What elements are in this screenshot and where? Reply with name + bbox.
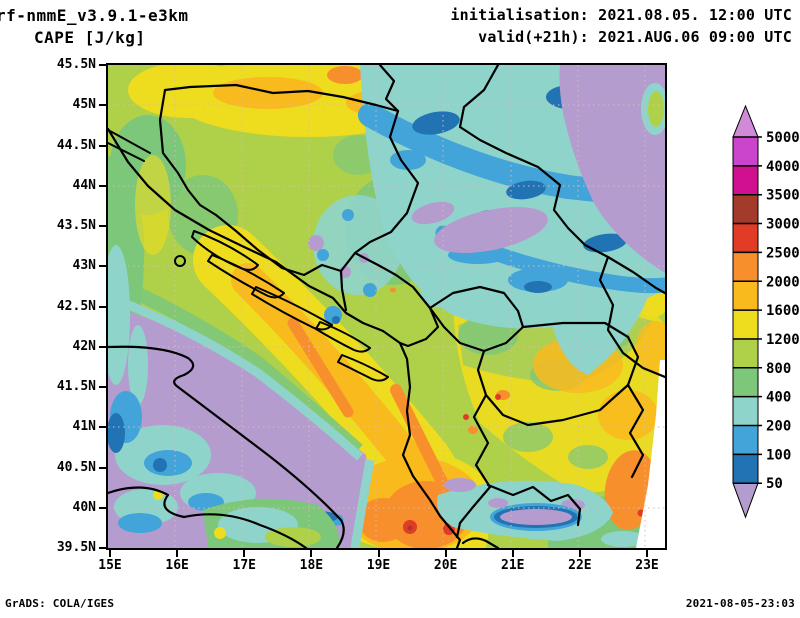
lon-label: 19E <box>366 558 391 573</box>
lon-tick <box>444 550 447 557</box>
colorbar-tick-label: 4000 <box>766 159 800 175</box>
lat-label: 42.5N <box>56 298 96 314</box>
lon-label: 15E <box>98 558 122 573</box>
lon-label: 21E <box>501 558 525 573</box>
colorbar-segment <box>732 453 759 484</box>
colorbar-tick-label: 3000 <box>766 217 800 233</box>
lat-label: 41.5N <box>56 379 96 394</box>
lat-tick <box>99 386 107 388</box>
valid-time-label: valid(+21h): 2021.AUG.06 09:00 UTC <box>478 28 792 46</box>
colorbar-tick-label: 100 <box>766 447 791 463</box>
gridlines <box>108 65 665 548</box>
greek-coast-tip <box>461 537 500 548</box>
lat-label: 44.5N <box>56 137 96 153</box>
lat-label: 40N <box>72 499 96 515</box>
adriatic-islands <box>108 130 389 382</box>
colorbar-above-max-arrow <box>732 104 759 138</box>
no-data-strip <box>636 360 665 548</box>
lat-tick <box>99 184 107 187</box>
lat-label: 39.5N <box>56 540 96 555</box>
colorbar-tick-label: 800 <box>766 361 791 377</box>
lat-tick <box>99 426 107 429</box>
italy-south-coastline <box>108 486 308 548</box>
lon-tick <box>646 550 648 557</box>
colorbar-tick-label: 200 <box>766 419 791 435</box>
lat-tick <box>99 547 107 549</box>
lat-tick <box>99 506 107 509</box>
sea-detail <box>108 83 665 548</box>
lat-tick <box>99 64 107 66</box>
lat-tick <box>99 466 107 469</box>
bulgaria-greece-border <box>626 383 645 479</box>
colorbar-segment <box>732 136 759 167</box>
coastlines-and-borders <box>108 65 665 548</box>
lat-label: 45N <box>72 97 96 113</box>
lon-tick <box>109 550 111 557</box>
croatia-albania-coastline <box>108 127 462 548</box>
greece-border <box>486 483 582 527</box>
colorbar-segment <box>732 280 759 311</box>
colorbar-segment <box>732 165 759 196</box>
serbia-bulgaria-border <box>598 255 665 379</box>
lat-label: 43.5N <box>56 218 96 233</box>
lat-tick <box>99 104 107 107</box>
lat-label: 42N <box>72 338 96 354</box>
init-time-label: initialisation: 2021.08.05. 12:00 UTC <box>450 6 792 24</box>
colorbar-segment <box>732 194 759 225</box>
colorbar-segment <box>732 309 759 340</box>
lon-tick <box>243 550 246 557</box>
lat-label: 41N <box>72 419 96 435</box>
colorbar-segment <box>732 251 759 282</box>
lat-label: 40.5N <box>56 459 96 475</box>
colorbar-tick-label: 400 <box>766 390 791 406</box>
lat-label: 43N <box>72 258 96 274</box>
colorbar-below-min-arrow <box>732 482 759 519</box>
cape-field-svg <box>108 65 665 548</box>
colorbar-tick-label: 1200 <box>766 332 800 348</box>
creation-timestamp: 2021-08-05-23:03 <box>685 597 795 610</box>
colorbar-tick-label: 50 <box>766 476 783 492</box>
grads-credit: GrADS: COLA/IGES <box>5 597 115 610</box>
colorbar-segment <box>732 338 759 369</box>
colorbar-tick-label: 5000 <box>766 130 800 146</box>
northeast-low-cape-region <box>559 65 665 273</box>
lat-tick <box>99 305 107 308</box>
lon-label: 20E <box>433 558 458 573</box>
colorbar-tick-label: 3500 <box>766 188 800 204</box>
model-title: rf-nmmE_v3.9.1-e3km <box>0 6 189 25</box>
colorbar-segment <box>732 367 759 398</box>
croatia-serbia-border <box>378 65 400 113</box>
lon-tick <box>377 550 380 557</box>
lon-tick <box>511 550 514 557</box>
bosnia-border <box>158 83 420 277</box>
colorbar-segment <box>732 396 759 426</box>
colorbar-tick-label: 2500 <box>766 245 800 261</box>
colorbar-tick-label: 2000 <box>766 274 800 290</box>
variable-title: CAPE [J/kg] <box>34 28 146 47</box>
lat-tick <box>99 144 107 147</box>
lon-tick <box>310 550 313 557</box>
cape-map <box>106 63 667 550</box>
colorbar-segment <box>732 223 759 253</box>
colorbar-tick-label: 1600 <box>766 303 800 319</box>
lat-tick <box>99 265 107 268</box>
colorbar-segment <box>732 425 759 455</box>
lon-label: 22E <box>568 558 592 573</box>
lon-tick <box>578 550 581 557</box>
albania-greece-border <box>455 393 492 539</box>
lat-label: 44N <box>72 177 96 193</box>
lon-label: 17E <box>232 558 256 573</box>
lat-label: 45.5N <box>56 57 96 72</box>
lon-label: 18E <box>299 558 324 573</box>
lat-tick <box>99 345 107 348</box>
serbia-romania-border <box>458 65 665 295</box>
lat-tick <box>99 225 107 227</box>
lon-label: 16E <box>165 558 189 573</box>
lon-tick <box>176 550 179 557</box>
italy-coastline <box>108 345 345 548</box>
lon-label: 23E <box>635 558 659 573</box>
